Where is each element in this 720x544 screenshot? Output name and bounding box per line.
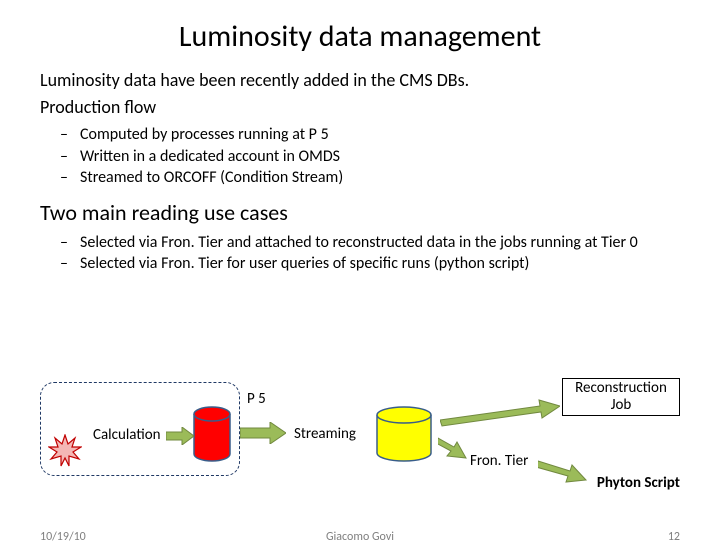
list-item: Written in a dedicated account in OMDS xyxy=(80,146,680,168)
list-item: Selected via Fron. Tier and attached to … xyxy=(80,232,680,254)
list-item: Computed by processes running at P 5 xyxy=(80,124,680,146)
cylinder-yellow-icon xyxy=(374,406,434,462)
slide-title: Luminosity data management xyxy=(40,18,680,55)
streaming-label: Streaming xyxy=(294,425,356,443)
list-item: Selected via Fron. Tier for user queries… xyxy=(80,253,680,275)
reading-bullets: Selected via Fron. Tier and attached to … xyxy=(40,232,680,275)
flow-diagram: Calculation P 5 Streaming Reconstruct xyxy=(40,378,680,508)
recon-label-line1: Reconstruction xyxy=(575,379,667,397)
arrow-icon xyxy=(240,422,286,449)
phyton-script-label: Phyton Script xyxy=(597,474,680,492)
arrow-icon xyxy=(538,458,588,489)
recon-label-line2: Job xyxy=(611,396,632,414)
footer-page-number: 12 xyxy=(668,530,680,544)
production-bullets: Computed by processes running at P 5 Wri… xyxy=(40,124,680,189)
intro-line-2: Production flow xyxy=(40,96,680,119)
calculation-label: Calculation xyxy=(93,426,161,444)
footer-author: Giacomo Govi xyxy=(0,530,720,544)
intro-line-1: Luminosity data have been recently added… xyxy=(40,69,680,92)
arrow-icon xyxy=(166,427,194,450)
section-heading: Two main reading use cases xyxy=(40,199,680,226)
p5-label: P 5 xyxy=(247,390,266,408)
arrow-icon xyxy=(440,398,560,433)
frontier-label: Fron. Tier xyxy=(470,452,528,470)
cylinder-red-icon xyxy=(192,406,232,462)
list-item: Streamed to ORCOFF (Condition Stream) xyxy=(80,167,680,189)
starburst-icon xyxy=(48,434,82,473)
arrow-icon xyxy=(438,436,468,465)
reconstruction-job-box: Reconstruction Job xyxy=(562,378,680,416)
